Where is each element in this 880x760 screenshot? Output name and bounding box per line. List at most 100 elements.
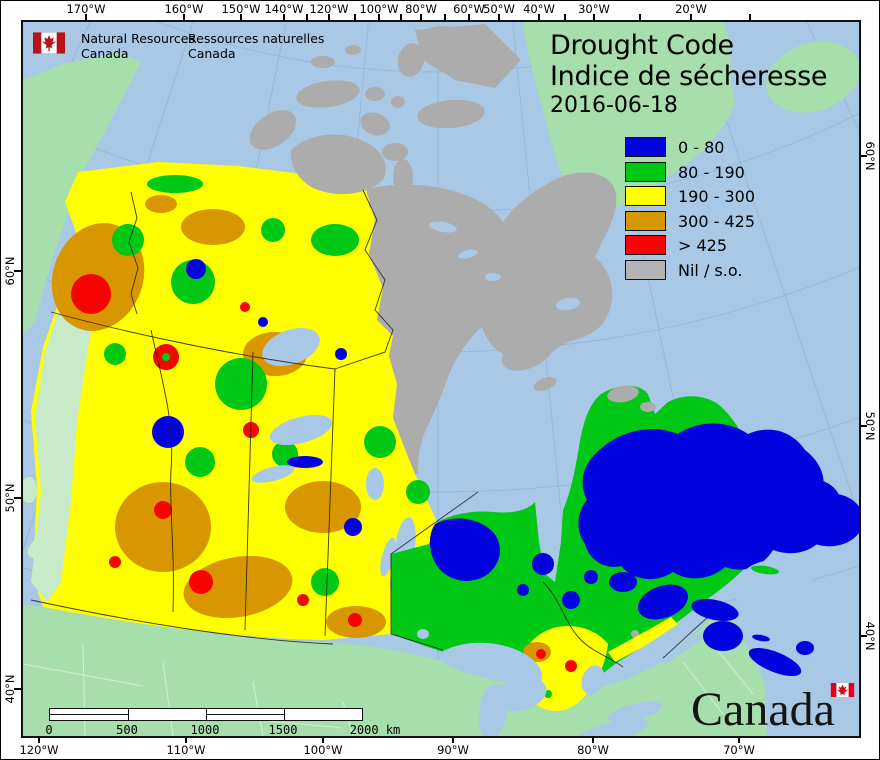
title-date: 2016-06-18 (550, 93, 678, 118)
map-frame: Natural Resources Canada Ressources natur… (21, 20, 861, 738)
axis-tick (420, 14, 422, 20)
axis-tick (593, 14, 595, 20)
title-line1: Drought Code (550, 30, 734, 61)
scale-label: 1000 (190, 723, 220, 737)
axis-tick (328, 14, 330, 20)
axis-label-top: 150°W (221, 2, 261, 16)
axis-label-bottom: 70°W (723, 743, 755, 757)
greenland-east-island (766, 41, 859, 113)
legend-swatch-80-190 (625, 162, 666, 182)
legend-label: > 425 (678, 236, 728, 255)
bc-coast-range (31, 257, 103, 602)
axis-tick (185, 737, 187, 743)
haida-gwaii (23, 477, 37, 503)
scale-label: 500 (116, 723, 138, 737)
wordmark-flag-icon (830, 683, 855, 697)
scale-segment (128, 709, 206, 720)
axis-tick (592, 737, 594, 743)
scale-bar (49, 708, 363, 721)
axis-tick (306, 14, 308, 20)
drought-regions-west (23, 162, 454, 640)
southampton-island (501, 333, 555, 371)
lake-superior (438, 642, 543, 685)
gulf-of-st-lawrence (735, 560, 815, 620)
axis-tick (498, 14, 500, 20)
lake-ontario (607, 701, 663, 723)
nova-scotia (748, 648, 802, 676)
axis-tick (322, 737, 324, 743)
gaspe (691, 599, 739, 621)
axis-label-top: 160°W (164, 2, 204, 16)
georgian-bay (581, 665, 605, 695)
logo-text-french: Ressources naturelles Canada (188, 31, 325, 61)
axis-tick (183, 14, 185, 20)
axis-label-top: 140°W (264, 2, 304, 16)
scale-label: 2000 km (349, 723, 401, 737)
baffin-island (477, 172, 617, 360)
legend-swatch-gt-425 (625, 235, 666, 255)
axis-tick (85, 14, 87, 20)
scale-segment (206, 709, 284, 720)
great-slave-lake (269, 414, 333, 446)
axis-label-bottom: 100°W (303, 743, 343, 757)
axis-label-bottom: 120°W (19, 743, 59, 757)
axis-label-bottom: 90°W (437, 743, 469, 757)
legend-label: Nil / s.o. (678, 261, 743, 280)
axis-label-top: 80°W (405, 2, 437, 16)
axis-tick (14, 270, 21, 272)
lake-erie (567, 718, 649, 736)
scale-label: 1500 (268, 723, 298, 737)
drought-regions-east (391, 385, 859, 711)
axis-label-top: 170°W (66, 2, 106, 16)
axis-tick (444, 14, 446, 20)
great-lakes (417, 629, 663, 736)
pei (752, 634, 770, 642)
legend-label: 0 - 80 (678, 138, 725, 157)
canada-wordmark: Canada (691, 682, 869, 740)
vancouver-island (27, 529, 63, 559)
axis-label-top: 20°W (675, 2, 707, 16)
axis-tick (738, 737, 740, 743)
legend-swatch-300-425 (625, 211, 666, 231)
axis-label-top: 50°W (483, 2, 515, 16)
newfoundland (793, 493, 859, 547)
alaska (23, 52, 141, 334)
axis-label-top: 60°W (453, 2, 485, 16)
legend-swatch-0-80 (625, 137, 666, 157)
foreign-land (23, 22, 859, 736)
greenland (523, 22, 735, 220)
lake-huron (495, 677, 547, 711)
logo-text-english: Natural Resources Canada (81, 31, 195, 61)
axis-tick (452, 737, 454, 743)
axis-tick (378, 14, 380, 20)
axis-label-bottom: 80°W (577, 743, 609, 757)
scale-label: 0 (45, 723, 53, 737)
axis-tick (354, 14, 356, 20)
axis-tick (749, 14, 751, 20)
wordmark-text: Canada (691, 683, 835, 736)
ellesmere-island (415, 24, 521, 88)
scale-segment (284, 709, 362, 720)
axis-label-top: 120°W (309, 2, 349, 16)
legend-swatch-nil (625, 260, 666, 280)
canada-flag-icon (33, 32, 65, 54)
legend-swatch-190-300 (625, 186, 666, 206)
axis-tick (690, 14, 692, 20)
axis-tick (564, 14, 566, 20)
anticosti-island (751, 565, 779, 575)
great-bear-lake (262, 328, 320, 366)
axis-tick (38, 737, 40, 743)
axis-tick (240, 14, 242, 20)
new-brunswick (703, 621, 743, 651)
axis-label-top: 30°W (578, 2, 610, 16)
keewatin-mainland (361, 184, 516, 474)
nil-regions (249, 24, 617, 474)
axis-label-top: 100°W (359, 2, 399, 16)
axis-tick (14, 497, 21, 499)
canada-drought-map (23, 22, 859, 736)
axis-tick (860, 635, 867, 637)
axis-tick (400, 14, 402, 20)
axis-label-top: 40°W (523, 2, 555, 16)
axis-tick (468, 14, 470, 20)
